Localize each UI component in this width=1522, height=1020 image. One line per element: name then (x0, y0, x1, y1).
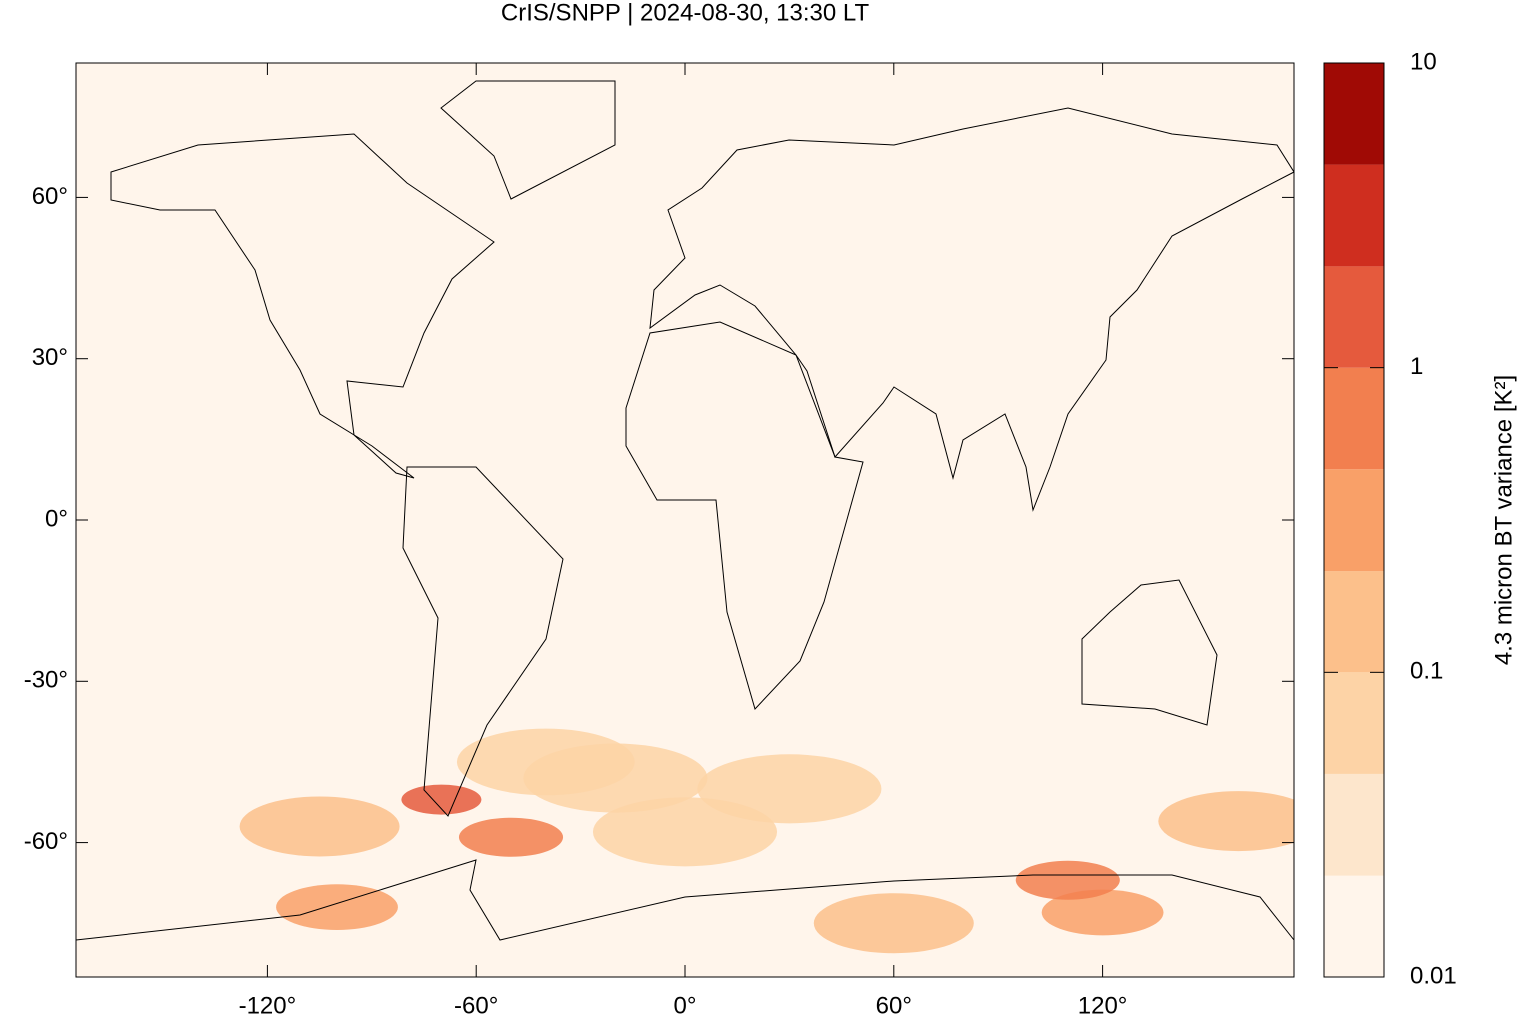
colorbar-band (1324, 63, 1384, 165)
hotspot (458, 817, 564, 857)
coastline (110, 133, 495, 479)
colorbar-band (1324, 367, 1384, 470)
hotspot (1041, 889, 1164, 936)
coastlines (76, 80, 1294, 941)
hotspot (1158, 791, 1294, 852)
hotspot (592, 797, 778, 867)
hotspot (456, 728, 635, 796)
hotspot (276, 884, 398, 930)
coastline (625, 321, 864, 710)
colorbar-tick-label: 0.1 (1410, 658, 1443, 685)
colorbar-band (1324, 571, 1384, 673)
x-tick-label: 60° (876, 992, 912, 1019)
colorbar-label: 4.3 micron BT variance [K²] (1490, 375, 1517, 665)
colorbar-tick-label: 0.01 (1410, 962, 1457, 989)
colorbar: 0.01 0.1 1 10 (1323, 48, 1457, 989)
chart-title: CrIS/SNPP | 2024-08-30, 13:30 LT (501, 0, 870, 26)
hotspot (813, 893, 974, 954)
hotspot (401, 784, 482, 815)
coastline (649, 107, 1294, 512)
colorbar-band (1324, 672, 1384, 774)
hotspot-layer (239, 728, 1294, 954)
y-tick-label: 30° (32, 344, 68, 371)
colorbar-band (1324, 469, 1384, 572)
x-tick-label: 120° (1078, 992, 1128, 1019)
hotspot (239, 796, 400, 857)
coastline (402, 466, 564, 817)
plot-area (76, 63, 1294, 977)
colorbar-band (1324, 164, 1384, 267)
colorbar-tick-label: 10 (1410, 48, 1437, 75)
coastline (1081, 579, 1218, 726)
coastline (76, 859, 1294, 941)
y-tick-label: -30° (24, 667, 68, 694)
colorbar-band (1324, 875, 1384, 977)
colorbar-band (1324, 266, 1384, 368)
y-tick-label: 60° (32, 183, 68, 210)
x-tick-label: -60° (454, 992, 498, 1019)
colorbar-band (1324, 773, 1384, 876)
x-tick-label: 0° (674, 992, 697, 1019)
colorbar-frame (1323, 62, 1385, 978)
y-tick-label: -60° (24, 828, 68, 855)
y-tick-label: 0° (45, 505, 68, 532)
x-tick-label: -120° (239, 992, 297, 1019)
coastline (440, 80, 616, 200)
hotspot (1015, 860, 1120, 900)
colorbar-tick-label: 1 (1410, 353, 1423, 380)
